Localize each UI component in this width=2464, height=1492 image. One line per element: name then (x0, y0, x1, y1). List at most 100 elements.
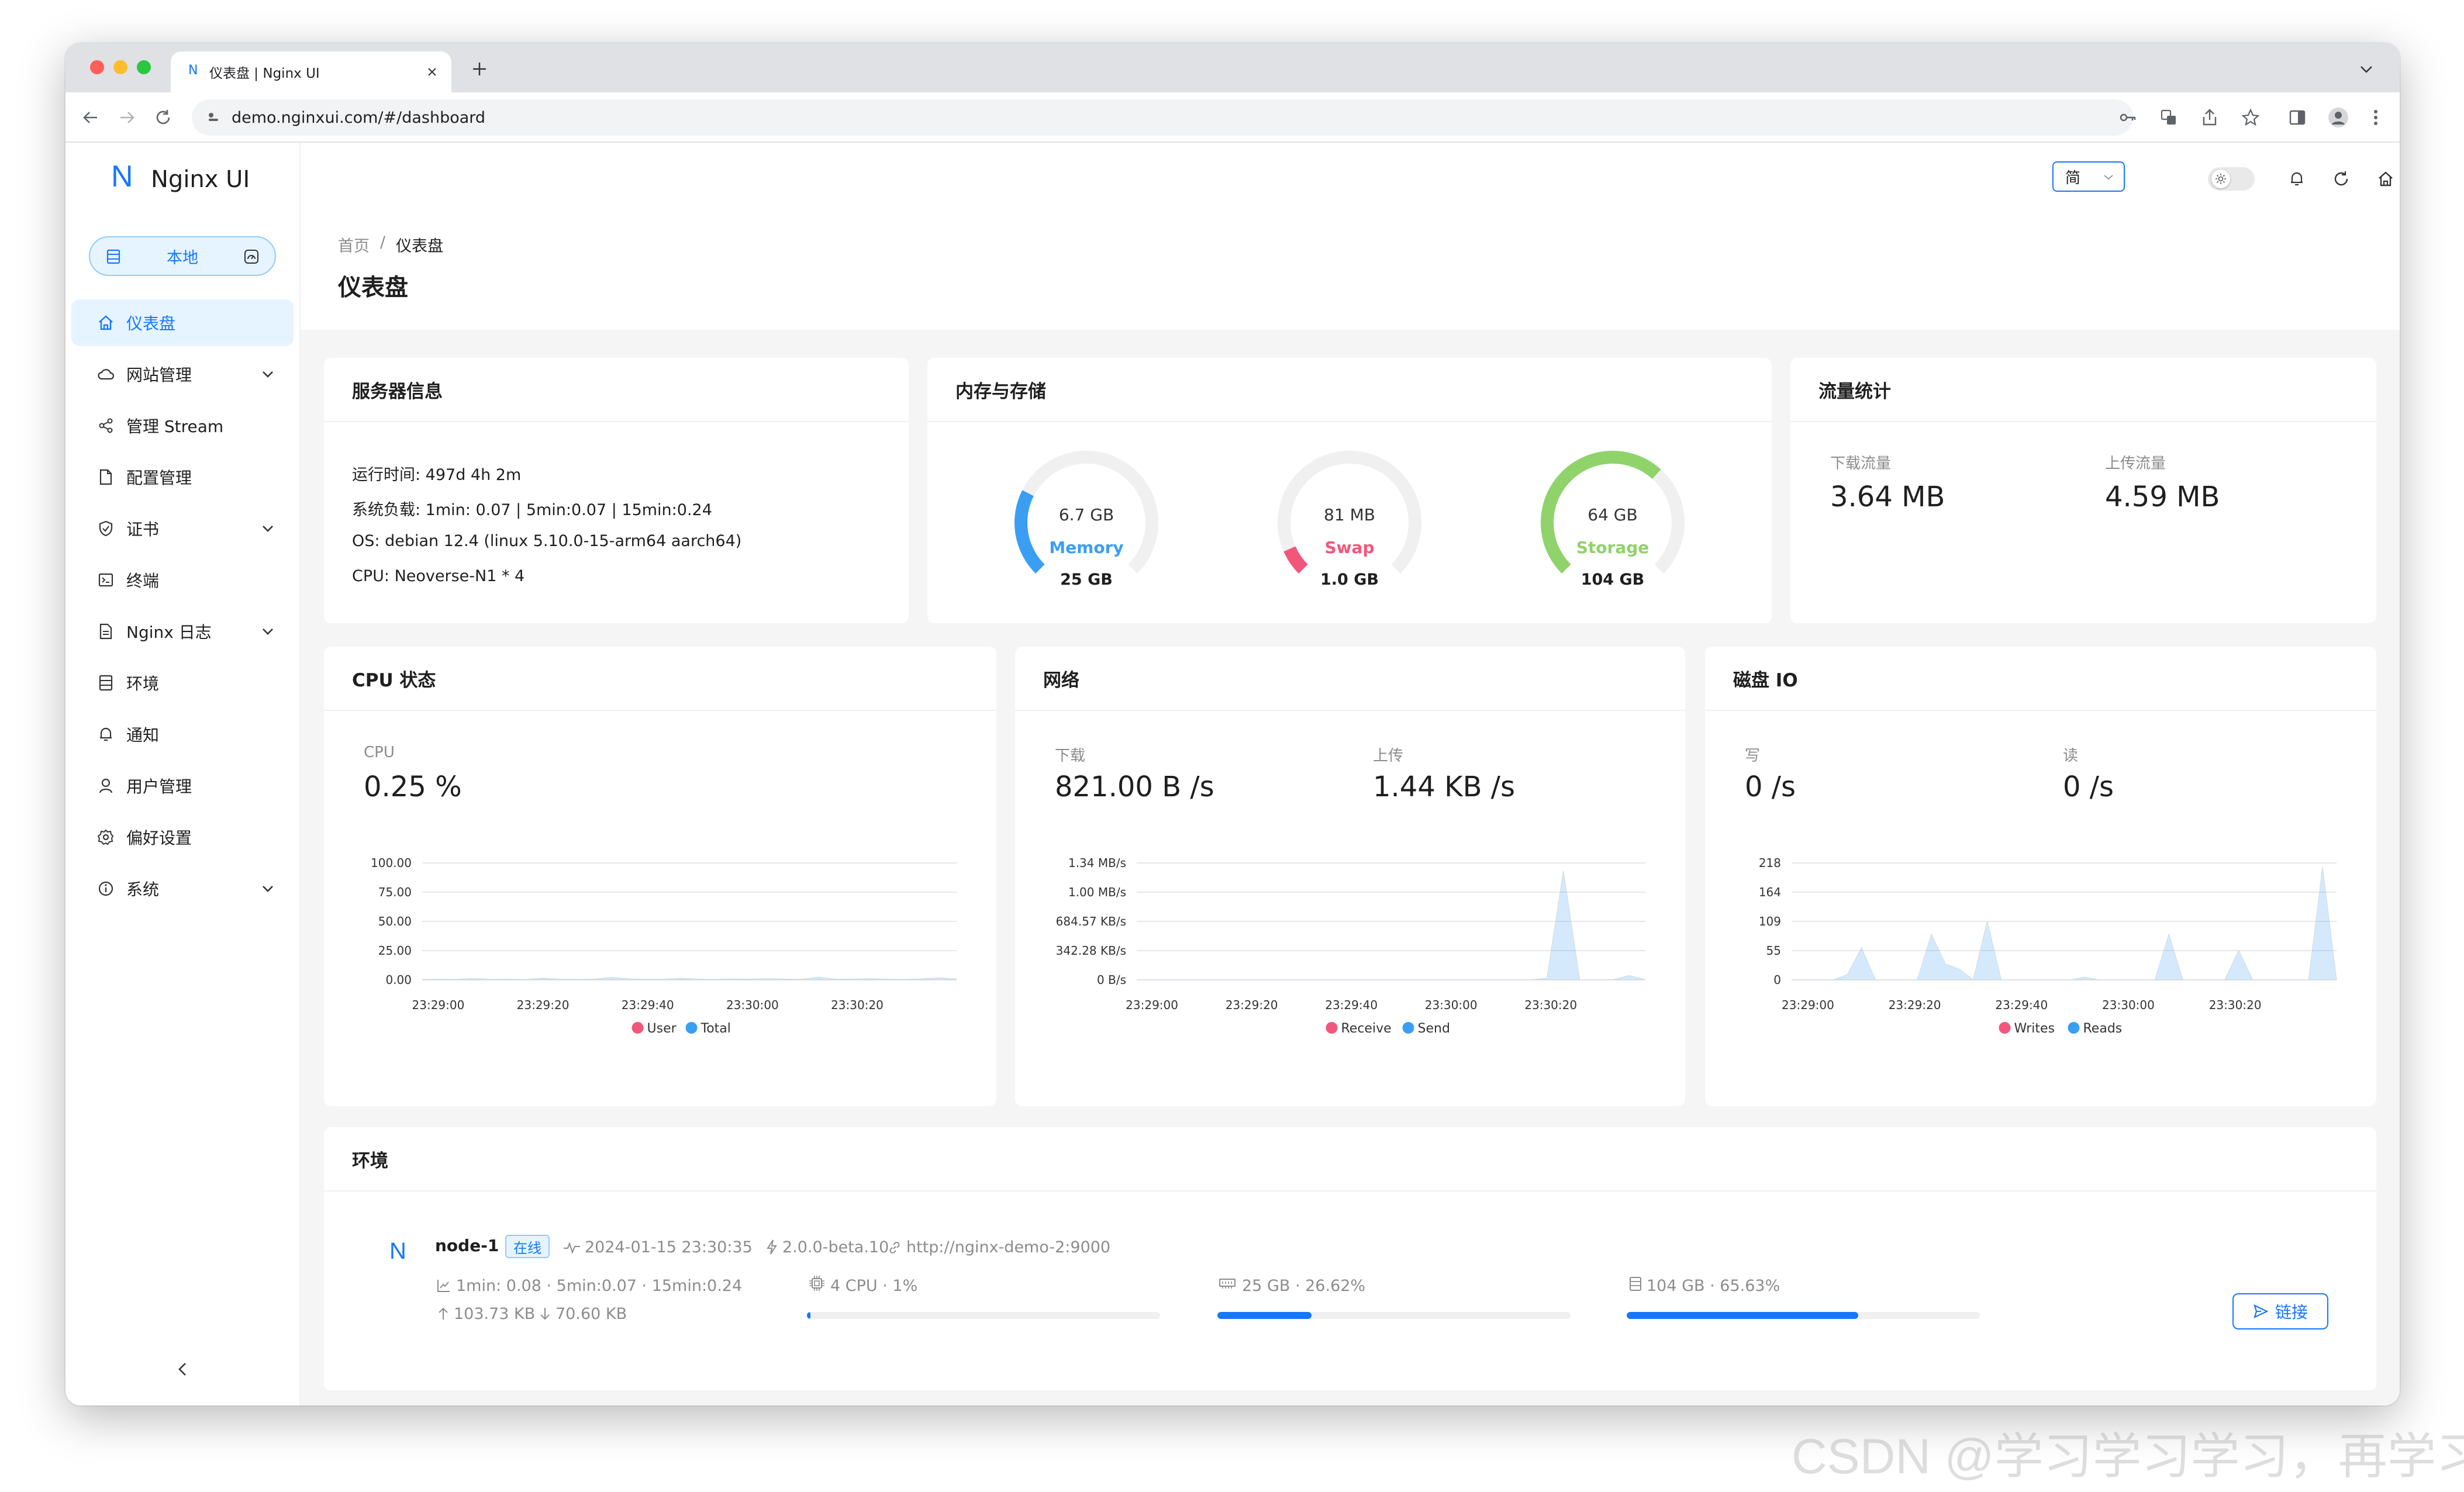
notification-bell-icon[interactable] (2285, 167, 2308, 191)
node-cpu-bar (807, 1312, 1160, 1319)
profile-avatar-icon[interactable] (2326, 105, 2351, 130)
sidebar-item-users[interactable]: 用户管理 (71, 762, 294, 809)
node-cpu-bar-fill (807, 1312, 811, 1319)
sidebar-item-environment[interactable]: 环境 (71, 659, 294, 706)
key-icon[interactable] (2116, 105, 2140, 130)
page-header: 首页 / 仪表盘 仪表盘 (301, 216, 2400, 330)
gauge-total: 25 GB (1060, 571, 1113, 589)
legend-marker[interactable] (1402, 1022, 1414, 1034)
home-icon (97, 314, 115, 331)
node-name[interactable]: node-1 (435, 1236, 499, 1255)
y-tick-label: 342.28 KB/s (1056, 944, 1126, 958)
series-area-user (422, 979, 957, 980)
legend-marker[interactable] (1999, 1022, 2011, 1034)
download-traffic-label: 下载流量 (1830, 455, 1892, 472)
card-title: 内存与存储 (927, 358, 1772, 422)
card-title: 磁盘 IO (1705, 647, 2376, 711)
sidebar-item-label: 系统 (126, 880, 160, 899)
legend-marker[interactable] (631, 1022, 644, 1034)
legend-label[interactable]: Receive (1341, 1021, 1392, 1036)
address-bar[interactable]: demo.nginxui.com/#/dashboard (192, 99, 2133, 136)
x-tick-label: 23:29:20 (1226, 998, 1278, 1012)
env-switch[interactable]: 本地 (89, 236, 276, 276)
x-tick-label: 23:30:00 (2102, 998, 2155, 1012)
y-tick-label: 0 B/s (1097, 973, 1126, 987)
sidebar-item-stream[interactable]: 管理 Stream (71, 402, 294, 449)
home-icon[interactable] (2374, 167, 2397, 191)
language-select-value: 简 (2065, 169, 2081, 187)
y-tick-label: 75.00 (378, 885, 412, 899)
y-tick-label: 100.00 (371, 856, 412, 870)
collapse-sidebar-chevron-left-icon[interactable] (171, 1358, 194, 1381)
breadcrumb-home[interactable]: 首页 (338, 237, 370, 255)
breadcrumb-current: 仪表盘 (396, 237, 444, 255)
sidebar-item-notifications[interactable]: 通知 (71, 711, 294, 758)
maximize-window-dot[interactable] (137, 60, 151, 74)
disk-io-card: 磁盘 IO 写 0 /s 读 0 /s 218 164 109 55 0 23:29:00… (1705, 647, 2376, 1106)
cpu-card: CPU 状态 CPU 0.25 % 100.00 75.00 50.00 25.00 0… (324, 647, 996, 1106)
sidebar-item-dashboard[interactable]: 仪表盘 (71, 299, 294, 346)
sidebar-item-label: 终端 (126, 571, 160, 590)
tab-close-icon[interactable] (425, 64, 440, 80)
sidebar-item-sites[interactable]: 网站管理 (71, 351, 294, 398)
browser-menu-icon[interactable] (2363, 105, 2388, 130)
sidebar-item-system[interactable]: 系统 (71, 865, 294, 912)
card-title: 服务器信息 (324, 358, 909, 422)
traffic-card: 流量统计 下载流量 3.64 MB 上传流量 4.59 MB (1790, 358, 2376, 623)
y-tick-label: 1.34 MB/s (1068, 856, 1126, 870)
new-tab-icon[interactable] (470, 60, 489, 78)
reload-icon[interactable] (151, 105, 175, 130)
forward-arrow-icon[interactable] (115, 105, 139, 130)
upload-traffic-value: 4.59 MB (2105, 481, 2220, 513)
y-tick-label: 0 (1773, 973, 1781, 987)
share-page-icon[interactable] (2197, 105, 2222, 130)
node-url[interactable]: http://nginx-demo-2:9000 (906, 1238, 1111, 1256)
x-tick-label: 23:29:00 (1782, 998, 1834, 1012)
file-text-icon (97, 623, 115, 640)
theme-toggle[interactable] (2208, 167, 2255, 191)
sidebar-item-preferences[interactable]: 偏好设置 (71, 814, 294, 861)
site-info-icon[interactable] (206, 110, 221, 125)
x-tick-label: 23:30:20 (1524, 998, 1577, 1012)
x-tick-label: 23:30:20 (2209, 998, 2262, 1012)
dashboard-gauge-icon (243, 248, 260, 265)
x-tick-label: 23:29:40 (1995, 998, 2048, 1012)
sun-icon (2211, 170, 2230, 188)
bookmark-star-icon[interactable] (2238, 105, 2263, 130)
node-link-button[interactable]: 链接 (2232, 1293, 2328, 1329)
legend-marker[interactable] (685, 1022, 698, 1034)
legend-label[interactable]: User (647, 1021, 677, 1036)
translate-icon[interactable] (2156, 105, 2181, 130)
legend-label[interactable]: Writes (2014, 1021, 2055, 1036)
legend-label[interactable]: Reads (2083, 1021, 2123, 1036)
disk-write-value: 0 /s (1745, 771, 1796, 803)
close-window-dot[interactable] (90, 60, 104, 74)
sidebar-item-label: 通知 (126, 726, 160, 745)
tab-search-chevron-icon[interactable] (2358, 61, 2375, 78)
side-panel-icon[interactable] (2285, 105, 2310, 130)
legend-marker[interactable] (2068, 1022, 2080, 1034)
legend-label[interactable]: Send (1418, 1021, 1450, 1036)
sidebar-item-nginx-logs[interactable]: Nginx 日志 (71, 608, 294, 655)
x-tick-label: 23:29:20 (1889, 998, 1941, 1012)
language-select[interactable]: 简 (2052, 161, 2125, 192)
pulse-icon (562, 1238, 581, 1257)
back-arrow-icon[interactable] (78, 105, 103, 130)
disk-read-value: 0 /s (2063, 771, 2114, 803)
sidebar-item-terminal[interactable]: 终端 (71, 557, 294, 603)
sidebar-item-certificates[interactable]: 证书 (71, 505, 294, 552)
sidebar-item-label: 网站管理 (126, 365, 192, 385)
minimize-window-dot[interactable] (113, 60, 127, 74)
browser-tab[interactable]: N 仪表盘 | Nginx UI (171, 51, 451, 92)
uptime-text: 运行时间: 497d 4h 2m (352, 466, 522, 484)
line-chart-icon (435, 1277, 453, 1294)
chevron-down-icon (261, 882, 275, 896)
legend-label[interactable]: Total (700, 1021, 731, 1036)
series-area-send (1137, 871, 1646, 980)
sidebar-item-config[interactable]: 配置管理 (71, 454, 294, 500)
reload-icon[interactable] (2330, 167, 2353, 191)
main-content: 简 首页 / 仪 (301, 143, 2400, 1405)
gauge-arc-memory (1014, 490, 1045, 574)
legend-marker[interactable] (1326, 1022, 1338, 1034)
info-icon (97, 880, 115, 897)
